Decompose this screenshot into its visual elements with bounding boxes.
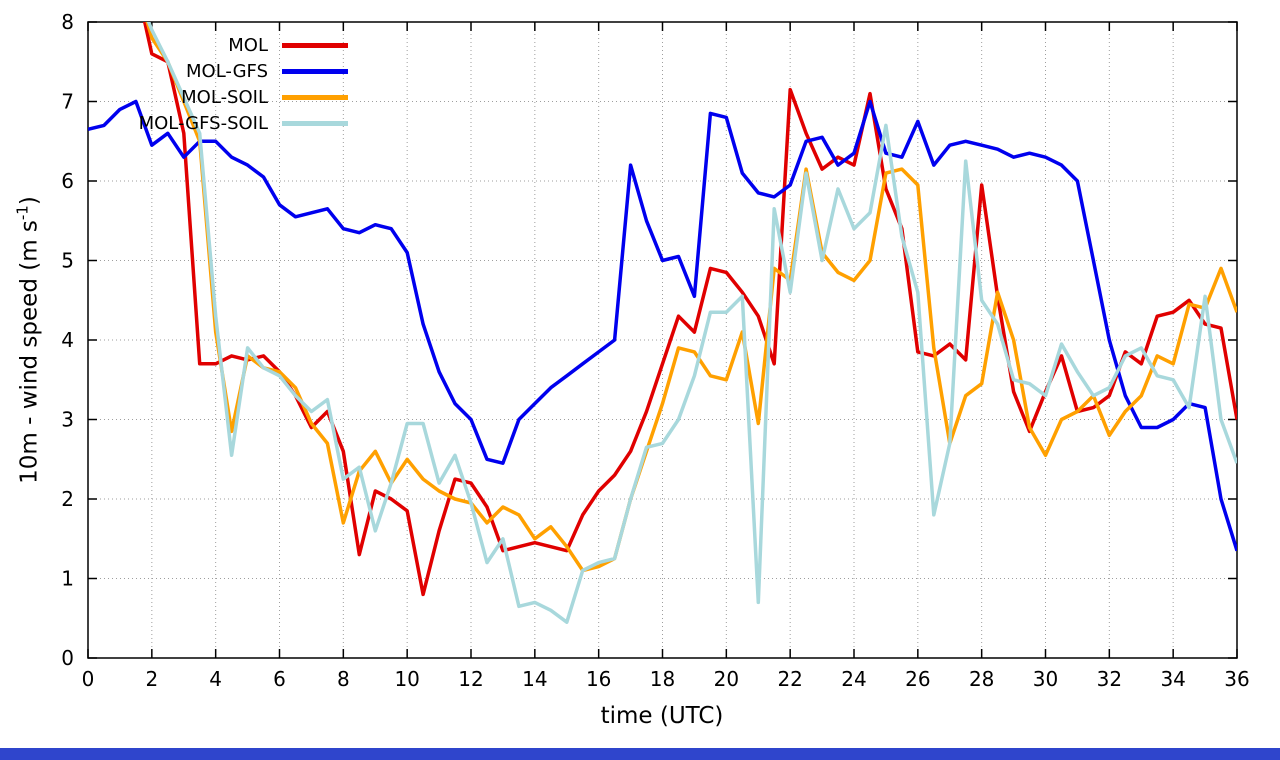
chart-legend: MOL MOL-GFS MOL-SOIL MOL-GFS-SOIL [48, 32, 348, 136]
legend-line-sample [282, 42, 348, 48]
legend-line-sample [282, 120, 348, 126]
x-tick-label: 24 [841, 667, 866, 691]
x-tick-label: 12 [458, 667, 483, 691]
x-tick-label: 20 [714, 667, 739, 691]
x-tick-label: 8 [337, 667, 350, 691]
y-tick-label: 1 [61, 567, 74, 591]
y-tick-label: 8 [61, 10, 74, 34]
legend-label: MOL-GFS-SOIL [138, 112, 268, 134]
x-tick-label: 4 [209, 667, 222, 691]
y-axis-title: 10m - wind speed (m s-1) [13, 196, 43, 484]
legend-item: MOL-GFS-SOIL [48, 110, 348, 136]
x-tick-label: 26 [905, 667, 930, 691]
legend-label: MOL-GFS [186, 60, 268, 82]
x-tick-label: 10 [394, 667, 419, 691]
x-tick-label: 28 [969, 667, 994, 691]
y-tick-label: 3 [61, 408, 74, 432]
y-tick-label: 6 [61, 169, 74, 193]
series-MOL-GFS [88, 99, 1237, 552]
x-tick-label: 30 [1033, 667, 1058, 691]
legend-item: MOL [48, 32, 348, 58]
x-tick-label: 18 [650, 667, 675, 691]
legend-label: MOL [228, 34, 268, 56]
x-tick-label: 36 [1224, 667, 1249, 691]
tick-labels: 0 2 4 6 8 10 12 14 16 18 20 22 24 26 28 30 32 34 360123456… [61, 10, 1249, 691]
series-MOL-SOIL [145, 22, 1237, 573]
plot-border [87, 21, 1238, 659]
x-tick-label: 14 [522, 667, 547, 691]
x-tick-label: 34 [1160, 667, 1185, 691]
x-tick-label: 16 [586, 667, 611, 691]
x-tick-label: 6 [273, 667, 286, 691]
x-tick-label: 32 [1097, 667, 1122, 691]
x-axis-title: time (UTC) [600, 703, 724, 729]
y-tick-label: 5 [61, 249, 74, 273]
bottom-edge-strip [0, 748, 1280, 760]
y-tick-label: 4 [61, 328, 74, 352]
legend-item: MOL-GFS [48, 58, 348, 84]
x-tick-label: 2 [145, 667, 158, 691]
x-tick-label: 22 [777, 667, 802, 691]
legend-label: MOL-SOIL [181, 86, 268, 108]
legend-line-sample [282, 68, 348, 74]
y-tick-label: 0 [61, 646, 74, 670]
legend-line-sample [282, 94, 348, 100]
y-tick-label: 7 [61, 90, 74, 114]
x-tick-label: 0 [82, 667, 95, 691]
series-lines [88, 22, 1237, 624]
legend-item: MOL-SOIL [48, 84, 348, 110]
series-MOL-GFS-SOIL [146, 22, 1237, 624]
y-tick-label: 2 [61, 487, 74, 511]
